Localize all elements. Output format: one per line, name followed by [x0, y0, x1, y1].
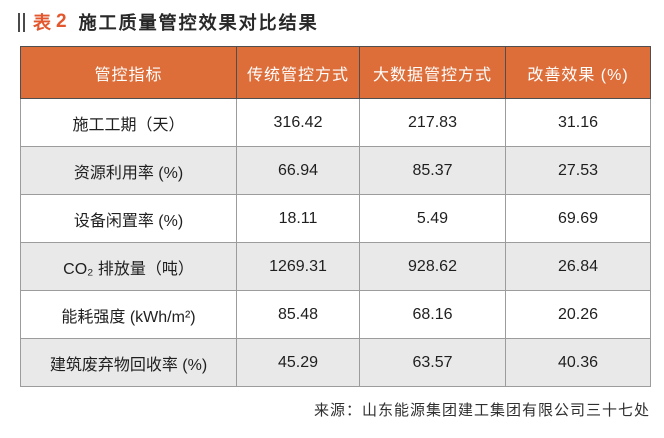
cell-value: 20.26 [505, 290, 651, 339]
cell-value: 69.69 [505, 194, 651, 243]
table-row: 设备闲置率 (%) 18.11 5.49 69.69 [20, 194, 651, 243]
cell-value: 66.94 [236, 146, 360, 195]
cell-value: 45.29 [236, 338, 360, 387]
comparison-table: 管控指标 传统管控方式 大数据管控方式 改善效果 (%) 施工工期（天） 316… [20, 46, 651, 387]
source-note: 来源：山东能源集团建工集团有限公司三十七处 [313, 403, 650, 419]
table-header-row: 管控指标 传统管控方式 大数据管控方式 改善效果 (%) [20, 46, 651, 99]
cell-indicator: 设备闲置率 (%) [20, 194, 237, 243]
header-cell-indicator: 管控指标 [20, 46, 237, 99]
cell-value: 316.42 [236, 98, 360, 147]
table-caption: 表 2 施工质量管控效果对比结果 [18, 9, 319, 35]
table-row: 资源利用率 (%) 66.94 85.37 27.53 [20, 146, 651, 195]
cell-value: 217.83 [359, 98, 506, 147]
cell-value: 40.36 [505, 338, 651, 387]
table-row: 施工工期（天） 316.42 217.83 31.16 [20, 98, 651, 147]
cell-indicator: 施工工期（天） [20, 98, 237, 147]
cell-indicator: 能耗强度 (kWh/m²) [20, 290, 237, 339]
table-tag-number: 2 [56, 11, 67, 32]
cell-value: 27.53 [505, 146, 651, 195]
cell-value: 63.57 [359, 338, 506, 387]
cell-value: 26.84 [505, 242, 651, 291]
cell-value: 68.16 [359, 290, 506, 339]
table-row: 建筑废弃物回收率 (%) 45.29 63.57 40.36 [20, 338, 651, 387]
cell-value: 1269.31 [236, 242, 360, 291]
cell-indicator: 建筑废弃物回收率 (%) [20, 338, 237, 387]
double-vertical-bar-icon [18, 12, 25, 32]
header-cell-traditional: 传统管控方式 [236, 46, 360, 99]
cell-indicator: CO₂ 排放量（吨） [20, 242, 237, 291]
cell-value: 31.16 [505, 98, 651, 147]
header-cell-bigdata: 大数据管控方式 [359, 46, 506, 99]
cell-value: 18.11 [236, 194, 360, 243]
cell-value: 85.48 [236, 290, 360, 339]
cell-value: 5.49 [359, 194, 506, 243]
cell-indicator: 资源利用率 (%) [20, 146, 237, 195]
table-row: CO₂ 排放量（吨） 1269.31 928.62 26.84 [20, 242, 651, 291]
cell-value: 928.62 [359, 242, 506, 291]
header-cell-improvement: 改善效果 (%) [505, 46, 651, 99]
table-title: 施工质量管控效果对比结果 [78, 13, 319, 33]
cell-value: 85.37 [359, 146, 506, 195]
table-row: 能耗强度 (kWh/m²) 85.48 68.16 20.26 [20, 290, 651, 339]
table-tag-label: 表 [33, 13, 52, 33]
